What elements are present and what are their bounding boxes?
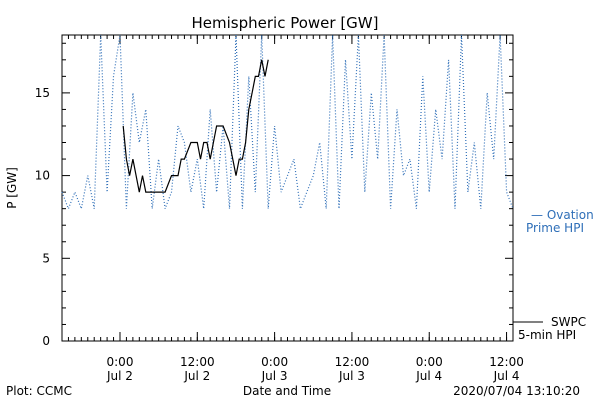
- x-tick-label-date: Jul 3: [338, 369, 365, 383]
- x-tick-label-time: 12:00: [489, 355, 524, 369]
- y-tick-label: 5: [42, 251, 50, 265]
- legend-ovation-line1: — Ovation: [531, 208, 594, 222]
- x-tick-label-date: Jul 4: [415, 369, 442, 383]
- series-swpc-line: [122, 59, 269, 193]
- legend-ovation: — Ovation Prime HPI: [526, 208, 594, 235]
- x-tick-label-time: 12:00: [335, 355, 370, 369]
- x-tick-label-time: 0:00: [107, 355, 134, 369]
- x-tick-label-date: Jul 4: [493, 369, 520, 383]
- x-axis-label: Date and Time: [243, 384, 331, 398]
- x-tick-label-date: Jul 3: [261, 369, 288, 383]
- plot-credit: Plot: CCMC: [6, 384, 72, 398]
- x-tick-label-time: 0:00: [416, 355, 443, 369]
- y-axis-label: P [GW]: [5, 167, 19, 209]
- y-axis: 0 5 10 15: [35, 42, 513, 348]
- x-tick-label-time: 12:00: [180, 355, 215, 369]
- plot-frame: [61, 34, 514, 342]
- series-ovation-line: [61, 34, 514, 211]
- legend-swpc: SWPC 5-min HPI: [513, 315, 586, 342]
- y-tick-label: 0: [42, 334, 50, 348]
- y-tick-label: 10: [35, 169, 50, 183]
- legend-ovation-line2: Prime HPI: [526, 221, 584, 235]
- x-tick-label-date: Jul 2: [106, 369, 133, 383]
- chart-title: Hemispheric Power [GW]: [192, 14, 379, 32]
- y-tick-label: 15: [35, 86, 50, 100]
- x-tick-label-date: Jul 2: [183, 369, 210, 383]
- legend-swpc-line2: 5-min HPI: [518, 328, 576, 342]
- plot-timestamp: 2020/07/04 13:10:20: [453, 384, 580, 398]
- series-layer: [61, 34, 514, 211]
- x-tick-label-time: 0:00: [261, 355, 288, 369]
- legend-swpc-line1: SWPC: [551, 315, 586, 329]
